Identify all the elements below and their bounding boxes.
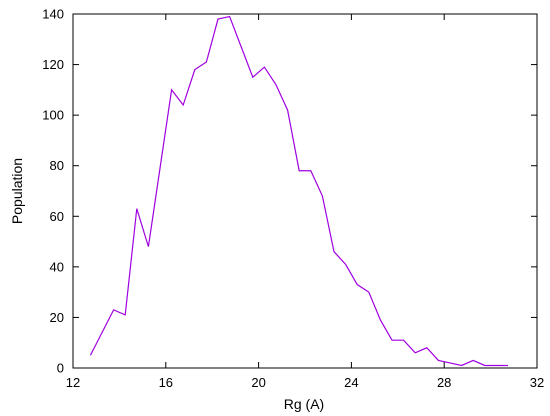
x-tick-label: 16 xyxy=(159,375,173,390)
y-tick-label: 80 xyxy=(50,158,64,173)
x-tick-label: 20 xyxy=(251,375,265,390)
y-tick-label: 20 xyxy=(50,310,64,325)
y-tick-label: 100 xyxy=(42,108,64,123)
x-tick-label: 24 xyxy=(344,375,358,390)
y-axis-label: Population xyxy=(9,158,25,224)
x-tick-label: 12 xyxy=(66,375,80,390)
y-tick-label: 120 xyxy=(42,57,64,72)
y-tick-label: 140 xyxy=(42,7,64,22)
y-tick-label: 40 xyxy=(50,259,64,274)
x-tick-label: 32 xyxy=(530,375,544,390)
plot-frame xyxy=(72,13,538,369)
population-series-line xyxy=(89,15,508,367)
y-tick-label: 0 xyxy=(57,361,64,376)
y-tick-label: 60 xyxy=(50,209,64,224)
x-tick-label: 28 xyxy=(437,375,451,390)
x-axis-label: Rg (A) xyxy=(284,396,324,412)
